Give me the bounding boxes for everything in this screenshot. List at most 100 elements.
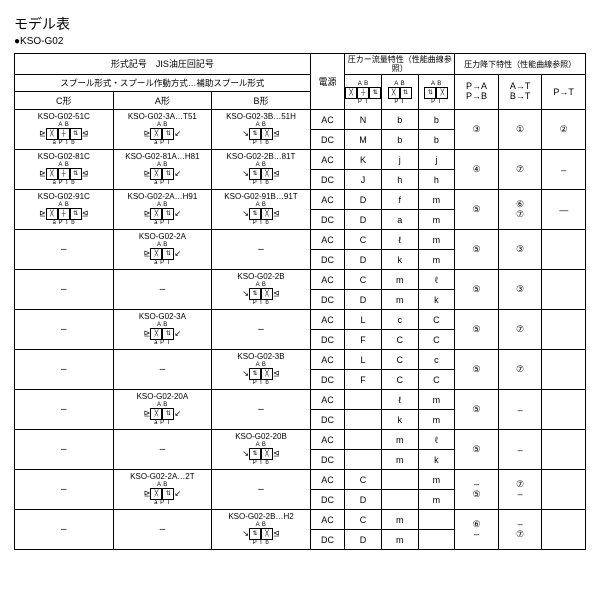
symbol-cell: – xyxy=(212,230,311,270)
hdr-bform: B形 xyxy=(212,92,311,110)
data-cell: m xyxy=(381,530,418,550)
drop-cell: — xyxy=(542,190,586,230)
hdr-papb: P→A P→B xyxy=(455,75,499,110)
symbol-cell: – xyxy=(113,510,212,550)
data-cell: f xyxy=(381,190,418,210)
data-cell: AC xyxy=(310,310,344,330)
symbol-cell: KSO-G02-3B…51H A B ↘⇅╳⊴ P T b xyxy=(212,110,311,150)
hdr-cform: C形 xyxy=(15,92,114,110)
hdr-spool: スプール形式・スプール作動方式…補助スプール形式 xyxy=(15,75,311,92)
drop-cell: ⑦ xyxy=(498,150,542,190)
data-cell: AC xyxy=(310,390,344,410)
data-cell: D xyxy=(345,210,382,230)
drop-cell xyxy=(542,270,586,310)
data-cell: m xyxy=(418,250,455,270)
symbol-cell: KSO-G02-20A A B ⊵╳⇅↙ a P T xyxy=(113,390,212,430)
data-cell xyxy=(381,470,418,490)
data-cell: N xyxy=(345,110,382,130)
data-cell: F xyxy=(345,370,382,390)
data-cell: C xyxy=(381,330,418,350)
data-cell: C xyxy=(345,270,382,290)
data-cell xyxy=(345,450,382,470)
data-cell: D xyxy=(345,490,382,510)
data-cell: m xyxy=(381,430,418,450)
data-cell: m xyxy=(418,410,455,430)
drop-cell: ⑦ xyxy=(498,310,542,350)
data-cell: ℓ xyxy=(381,230,418,250)
drop-cell: – xyxy=(542,150,586,190)
data-cell: c xyxy=(418,350,455,370)
drop-cell xyxy=(542,510,586,550)
drop-cell: ⑤ xyxy=(455,430,499,470)
data-cell: C xyxy=(345,470,382,490)
data-cell: m xyxy=(418,210,455,230)
hdr-atbt: A→T B→T xyxy=(498,75,542,110)
symbol-cell: KSO-G02-2A…2T A B ⊵╳⇅↙ a P T xyxy=(113,470,212,510)
symbol-cell: KSO-G02-81C A B ⊵╳┼⇅⊴ a P T b xyxy=(15,150,114,190)
data-cell: AC xyxy=(310,430,344,450)
hdr-sym-2: A B ╳⇅ P T xyxy=(381,75,418,110)
data-cell: b xyxy=(418,110,455,130)
symbol-cell: – xyxy=(15,310,114,350)
data-cell: D xyxy=(345,250,382,270)
drop-cell: ⑥– xyxy=(455,510,499,550)
data-cell: AC xyxy=(310,350,344,370)
drop-cell xyxy=(542,430,586,470)
drop-cell: ④ xyxy=(455,150,499,190)
data-cell: ℓ xyxy=(418,430,455,450)
symbol-cell: KSO-G02-81A…H81 A B ⊵╳⇅↙ a P T xyxy=(113,150,212,190)
data-cell: DC xyxy=(310,370,344,390)
hdr-power: 電源 xyxy=(310,54,344,110)
data-cell: m xyxy=(381,270,418,290)
drop-cell: ③ xyxy=(455,110,499,150)
page-subtitle: ●KSO-G02 xyxy=(14,36,586,47)
data-cell: b xyxy=(381,130,418,150)
data-cell: F xyxy=(345,330,382,350)
symbol-cell: – xyxy=(212,310,311,350)
hdr-sym-1: A B ╳┼⇅ P T xyxy=(345,75,382,110)
data-cell: m xyxy=(418,230,455,250)
drop-cell xyxy=(542,470,586,510)
data-cell: DC xyxy=(310,130,344,150)
data-cell: a xyxy=(381,210,418,230)
drop-cell: ② xyxy=(542,110,586,150)
data-cell xyxy=(345,390,382,410)
hdr-aform: A形 xyxy=(113,92,212,110)
data-cell: DC xyxy=(310,250,344,270)
data-cell: J xyxy=(345,170,382,190)
drop-cell xyxy=(542,310,586,350)
data-cell: j xyxy=(418,150,455,170)
data-cell: m xyxy=(418,390,455,410)
data-cell: k xyxy=(418,450,455,470)
data-cell: D xyxy=(345,190,382,210)
data-cell: AC xyxy=(310,190,344,210)
drop-cell xyxy=(542,350,586,390)
symbol-cell: – xyxy=(113,350,212,390)
data-cell xyxy=(418,510,455,530)
data-cell: k xyxy=(381,250,418,270)
data-cell: AC xyxy=(310,270,344,290)
data-cell: b xyxy=(381,110,418,130)
symbol-cell: KSO-G02-91C A B ⊵╳┼⇅⊴ a P T b xyxy=(15,190,114,230)
data-cell xyxy=(418,530,455,550)
symbol-cell: – xyxy=(212,470,311,510)
data-cell: DC xyxy=(310,410,344,430)
symbol-cell: KSO-G02-3A…T51 A B ⊵╳⇅↙ a P T xyxy=(113,110,212,150)
drop-cell: ⑦ xyxy=(498,350,542,390)
page-title: モデル表 xyxy=(14,14,586,34)
drop-cell xyxy=(542,230,586,270)
drop-cell: ⑤ xyxy=(455,230,499,270)
data-cell: m xyxy=(381,510,418,530)
data-cell: m xyxy=(381,450,418,470)
data-cell: M xyxy=(345,130,382,150)
data-cell: DC xyxy=(310,530,344,550)
symbol-cell: KSO-G02-3B A B ↘⇅╳⊴ P T b xyxy=(212,350,311,390)
symbol-cell: – xyxy=(15,390,114,430)
data-cell: DC xyxy=(310,170,344,190)
symbol-cell: – xyxy=(15,470,114,510)
hdr-press-flow: 圧カー流量特性（性能曲線参照） xyxy=(345,54,455,75)
data-cell: K xyxy=(345,150,382,170)
symbol-cell: – xyxy=(15,270,114,310)
data-cell: m xyxy=(418,190,455,210)
drop-cell: –⑤ xyxy=(455,470,499,510)
